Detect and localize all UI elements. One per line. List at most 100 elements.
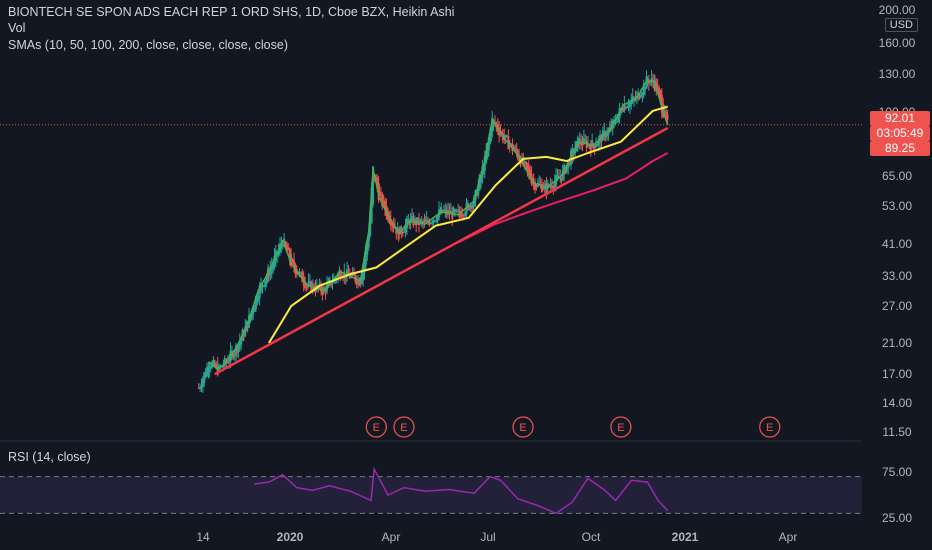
candle-body xyxy=(482,169,485,173)
candle-body xyxy=(459,212,462,218)
indicator-lines xyxy=(208,78,669,376)
candle-body xyxy=(606,134,609,136)
candle-body xyxy=(378,191,381,196)
candle-body xyxy=(436,214,439,221)
candle-body xyxy=(370,187,373,223)
candle-body xyxy=(527,166,530,173)
earnings-marker-label: E xyxy=(766,422,773,434)
candle-body xyxy=(582,138,585,145)
candle-body xyxy=(411,215,414,221)
price-tick-label: 130.00 xyxy=(878,66,916,81)
earnings-marker-label: E xyxy=(519,422,526,434)
candle-body xyxy=(277,249,280,255)
candle-body xyxy=(246,326,249,329)
candle-body xyxy=(226,362,229,364)
price-tag: 92.01 xyxy=(870,111,930,126)
candle-body xyxy=(403,231,406,233)
candle-body xyxy=(452,208,455,216)
candle-body xyxy=(644,88,647,90)
candle-body xyxy=(253,306,256,312)
candle-body xyxy=(529,169,532,179)
candle-body xyxy=(596,143,599,147)
candle-body xyxy=(212,360,215,365)
candle-body xyxy=(416,217,419,223)
candle-body xyxy=(425,219,428,222)
candle-body xyxy=(280,244,283,248)
price-tick-label: 53.00 xyxy=(881,199,913,214)
candle-body xyxy=(490,127,493,137)
candle-body xyxy=(355,278,358,285)
candle-body xyxy=(413,218,416,222)
candle-body xyxy=(666,114,669,120)
candle-body xyxy=(622,110,624,112)
candle-body xyxy=(471,206,474,209)
sma-legend[interactable]: SMAs (10, 50, 100, 200, close, close, cl… xyxy=(8,38,288,52)
volume-legend[interactable]: Vol xyxy=(8,21,26,35)
earnings-marker-label: E xyxy=(617,422,624,434)
candle-body xyxy=(204,374,207,378)
candle-body xyxy=(388,215,391,223)
candle-body xyxy=(346,269,349,277)
candle-body xyxy=(449,211,452,213)
price-tick-label: 14.00 xyxy=(881,395,913,410)
candle-body xyxy=(504,134,507,138)
candle-body xyxy=(545,184,548,193)
candle-body xyxy=(617,114,620,122)
candle-body xyxy=(250,310,253,318)
rsi-tick-label: 75.00 xyxy=(881,465,913,479)
candle-body xyxy=(630,100,633,105)
candle-body xyxy=(408,221,411,226)
price-tick-label: 160.00 xyxy=(878,35,916,50)
candle-body xyxy=(267,274,270,277)
candle-body xyxy=(559,177,562,179)
candle-body xyxy=(299,272,302,274)
candle-body xyxy=(264,280,267,286)
candle-body xyxy=(197,387,200,389)
candle-body xyxy=(658,87,661,94)
candle-body xyxy=(308,281,311,284)
candle-body xyxy=(404,224,407,233)
candle-body xyxy=(362,265,365,281)
candle-body xyxy=(199,387,202,389)
rsi-panel xyxy=(0,466,862,515)
candle-body xyxy=(367,230,370,241)
candle-body xyxy=(281,245,284,247)
rsi-legend[interactable]: RSI (14, close) xyxy=(8,450,91,464)
candle-body xyxy=(591,140,594,148)
candle-body xyxy=(510,143,513,145)
candle-body xyxy=(593,144,596,149)
candle-body xyxy=(364,246,367,265)
candle-body xyxy=(454,210,456,212)
price-tick-label: 41.00 xyxy=(881,237,913,252)
candle-body xyxy=(428,221,431,226)
candle-body xyxy=(330,281,333,286)
price-tag: 03:05:49 xyxy=(870,126,930,141)
candle-body xyxy=(475,195,478,197)
candle-body xyxy=(647,80,650,84)
currency-label[interactable]: USD xyxy=(884,18,918,32)
candle-body xyxy=(623,104,626,111)
candle-body xyxy=(464,213,467,216)
candle-body xyxy=(223,358,226,367)
candle-body xyxy=(216,365,219,370)
candle-body xyxy=(360,277,363,284)
candle-body xyxy=(564,169,567,173)
sma50-line xyxy=(268,105,668,344)
candle-body xyxy=(458,210,461,214)
candle-body xyxy=(567,159,570,169)
candle-body xyxy=(203,372,206,383)
candle-body xyxy=(359,282,362,286)
candle-body xyxy=(331,282,334,284)
candle-body xyxy=(249,314,252,322)
rsi-tick-label: 25.00 xyxy=(881,511,913,525)
price-tick-label: 27.00 xyxy=(881,298,913,313)
chart-title[interactable]: BIONTECH SE SPON ADS EACH REP 1 ORD SHS,… xyxy=(8,5,455,19)
candle-body xyxy=(213,362,216,367)
candle-body xyxy=(589,145,592,151)
candle-body xyxy=(337,273,340,279)
candle-body xyxy=(442,210,445,212)
candle-body xyxy=(549,185,552,187)
time-tick-label: Oct xyxy=(581,530,601,544)
